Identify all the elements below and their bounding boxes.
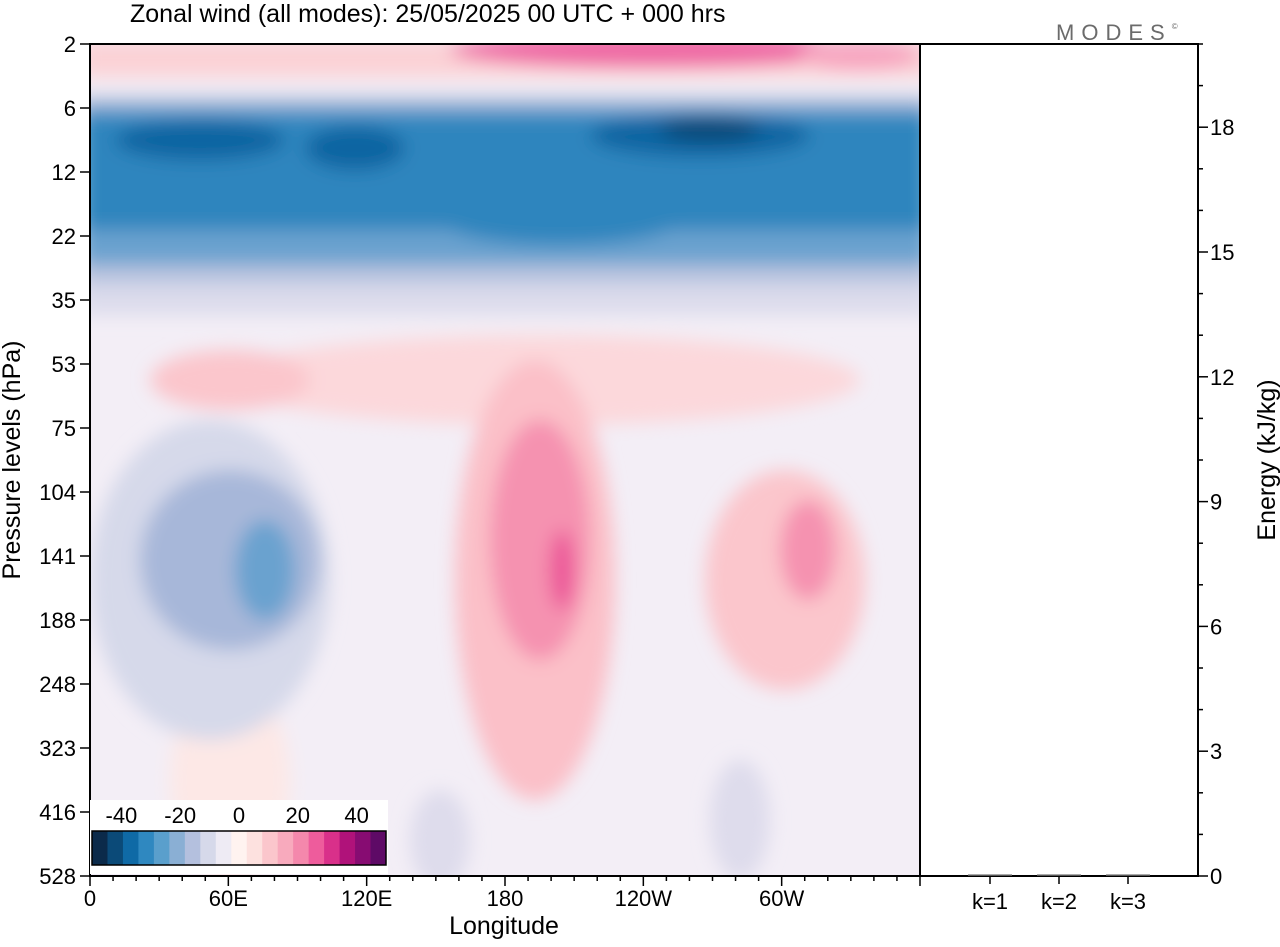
colorbar-swatch (169, 831, 186, 865)
y-tick-label: 141 (39, 544, 76, 569)
y-axis-label: Pressure levels (hPa) (0, 341, 26, 580)
colorbar-swatch (324, 831, 341, 865)
colorbar-swatch (293, 831, 310, 865)
y-tick-label: 2 (64, 32, 76, 57)
x-tick-label: 60E (209, 886, 248, 911)
x-tick-label: 120E (341, 886, 392, 911)
field-neg-bottom-2 (710, 760, 770, 876)
colorbar-swatch (262, 831, 279, 865)
field-pos-left (150, 350, 310, 410)
y-axis: 2 6 12 22 35 53 75 104 141 188 248 323 416 528 (39, 32, 90, 889)
colorbar-swatch (355, 831, 372, 865)
field-neg-core-4 (660, 118, 760, 142)
chart-title: Zonal wind (all modes): 25/05/2025 00 UT… (130, 0, 725, 28)
field-neg-band-lower (440, 195, 680, 245)
field-neg-core-2 (305, 126, 405, 170)
energy-plot-frame (919, 43, 1199, 877)
field-neg-fade (90, 285, 920, 315)
field-positive-top-core (450, 44, 850, 68)
x-axis: 0 60E 120E 180 120W 60W (84, 876, 921, 911)
colorbar-swatch (92, 831, 108, 865)
colorbar-swatch (231, 831, 248, 865)
energy-axis-label: Energy (kJ/kg) (1253, 379, 1280, 540)
field-positive-top-edge (800, 44, 920, 70)
energy-tick-label: 15 (1210, 240, 1234, 265)
colorbar-tick-label: 0 (233, 803, 245, 828)
colorbar-swatch (246, 831, 263, 865)
y-tick-label: 104 (39, 480, 76, 505)
y-tick-label: 323 (39, 736, 76, 761)
field-pos-60w-core (780, 500, 836, 600)
energy-tick-label: 12 (1210, 365, 1234, 390)
energy-tick-label: 18 (1210, 115, 1234, 140)
y-tick-label: 188 (39, 608, 76, 633)
wind-field (90, 44, 920, 876)
field-pos-180-mid (490, 420, 590, 660)
modes-logo-mark: © (1171, 22, 1178, 31)
x-axis-label: Longitude (449, 912, 559, 940)
colorbar-swatch (138, 831, 155, 865)
y-tick-label: 53 (52, 352, 76, 377)
modes-logo-text: MODES (1056, 20, 1172, 45)
y-tick-label: 12 (52, 160, 76, 185)
field-neg-core-1 (115, 120, 285, 160)
y-tick-label: 35 (52, 288, 76, 313)
colorbar-tick-label: -40 (106, 803, 138, 828)
colorbar-swatch (339, 831, 356, 865)
energy-bar (968, 874, 1012, 876)
field-pos-180-core (550, 530, 574, 610)
field-neg-60e-core (235, 520, 295, 620)
colorbar-swatch (184, 831, 201, 865)
x-tick-label: 0 (84, 886, 96, 911)
energy-bars: k=1 k=2 k=3 (968, 874, 1150, 914)
x-tick-label: 180 (487, 886, 524, 911)
x-tick-label: 60W (759, 886, 804, 911)
y-tick-label: 6 (64, 96, 76, 121)
energy-bar (1037, 874, 1081, 876)
energy-axis: 0 3 6 9 12 15 18 (1198, 43, 1234, 889)
colorbar-swatch (277, 831, 294, 865)
colorbar-swatch (308, 831, 325, 865)
y-tick-label: 416 (39, 800, 76, 825)
colorbar-tick-label: 20 (286, 803, 310, 828)
field-pos-60w-outer (705, 470, 865, 690)
modes-logo: MODES© (1056, 20, 1178, 46)
energy-tick-label: 0 (1210, 864, 1222, 889)
energy-tick-label: 3 (1210, 739, 1222, 764)
field-neg-bottom-1 (410, 790, 470, 876)
colorbar-tick-label: -20 (164, 803, 196, 828)
y-tick-label: 248 (39, 672, 76, 697)
y-tick-label: 75 (52, 416, 76, 441)
x-tick-label: 120W (615, 886, 673, 911)
colorbar-frame (91, 830, 387, 866)
field-white-band (90, 78, 920, 94)
colorbar: -40 -20 0 20 40 (90, 800, 388, 874)
colorbar-swatch (153, 831, 170, 865)
colorbar-swatch (122, 831, 139, 865)
colorbar-tick-label: 40 (344, 803, 368, 828)
colorbar-swatch (215, 831, 232, 865)
colorbar-swatch (370, 831, 387, 865)
colorbar-swatch (200, 831, 217, 865)
energy-category-label: k=3 (1110, 889, 1146, 914)
colorbar-swatch (107, 831, 124, 865)
energy-category-label: k=1 (972, 889, 1008, 914)
y-tick-label: 528 (39, 864, 76, 889)
energy-category-label: k=2 (1041, 889, 1077, 914)
energy-bar (1106, 874, 1150, 876)
energy-tick-label: 9 (1210, 490, 1222, 515)
y-tick-label: 22 (52, 224, 76, 249)
energy-tick-label: 6 (1210, 614, 1222, 639)
